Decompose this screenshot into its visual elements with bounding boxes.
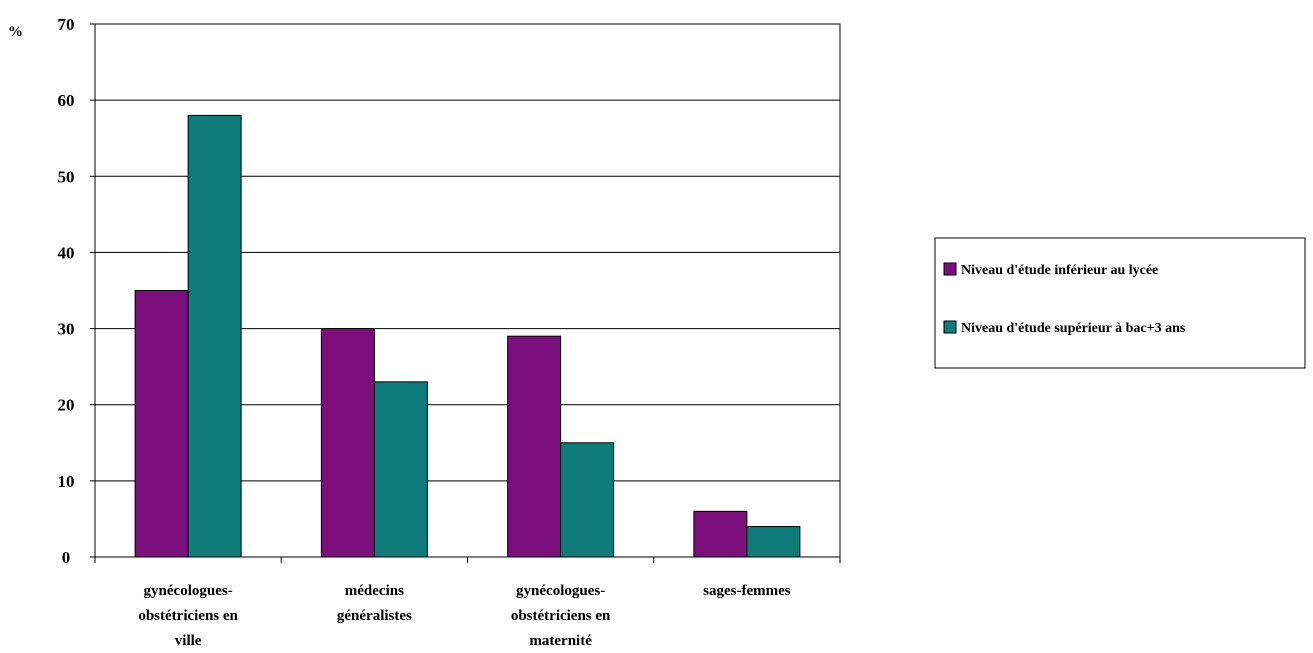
y-tick-label: 40 bbox=[58, 243, 75, 262]
x-category-label: gynécologues-obstétriciens en ville bbox=[138, 583, 238, 649]
x-category-label-line: gynécologues- bbox=[144, 583, 233, 599]
bar bbox=[746, 526, 801, 558]
x-category-label-line: maternité bbox=[529, 633, 592, 649]
bar bbox=[373, 381, 428, 558]
x-category-label-line: ville bbox=[175, 633, 202, 649]
legend-box bbox=[934, 237, 1306, 369]
bar bbox=[560, 442, 615, 558]
legend-label: Niveau d'étude inférieur au lycée bbox=[961, 263, 1158, 278]
x-category-label-line: sages-femmes bbox=[703, 583, 791, 599]
bar bbox=[320, 328, 375, 558]
bars bbox=[134, 114, 801, 558]
y-axis-unit-label: % bbox=[8, 24, 23, 40]
y-tick-label: 50 bbox=[58, 167, 75, 186]
bar bbox=[187, 114, 242, 558]
bar bbox=[134, 290, 189, 558]
x-category-label-line: généralistes bbox=[337, 608, 412, 624]
bar bbox=[507, 335, 562, 558]
x-category-label-line: médecins bbox=[345, 583, 404, 599]
bar bbox=[693, 510, 748, 558]
x-category-label-line: gynécologues- bbox=[516, 583, 605, 599]
y-tick-label: 0 bbox=[62, 548, 71, 567]
x-category-label: gynécologues-obstétriciens en maternité bbox=[511, 583, 611, 649]
axes bbox=[94, 23, 841, 563]
legend-label: Niveau d'étude supérieur à bac+3 ans bbox=[961, 321, 1186, 336]
y-axis-ticks: 0 10 20 30 40 50 60 70 bbox=[58, 15, 95, 567]
x-category-label: médecins généralistes bbox=[337, 583, 412, 624]
legend-swatch bbox=[943, 262, 957, 276]
y-tick-label: 70 bbox=[58, 15, 75, 34]
y-tick-label: 10 bbox=[58, 472, 75, 491]
x-category-label-line: obstétriciens en bbox=[511, 608, 611, 624]
legend-swatch bbox=[943, 320, 957, 334]
x-category-label: sages-femmes bbox=[703, 583, 791, 599]
y-tick-label: 60 bbox=[58, 91, 75, 110]
y-tick-label: 20 bbox=[58, 396, 75, 415]
x-axis-category-labels: gynécologues-obstétriciens en ville médeci… bbox=[138, 583, 790, 649]
y-tick-label: 30 bbox=[58, 320, 75, 339]
legend: Niveau d'étude inférieur au lycée Niveau … bbox=[934, 237, 1306, 369]
x-category-label-line: obstétriciens en bbox=[138, 608, 238, 624]
